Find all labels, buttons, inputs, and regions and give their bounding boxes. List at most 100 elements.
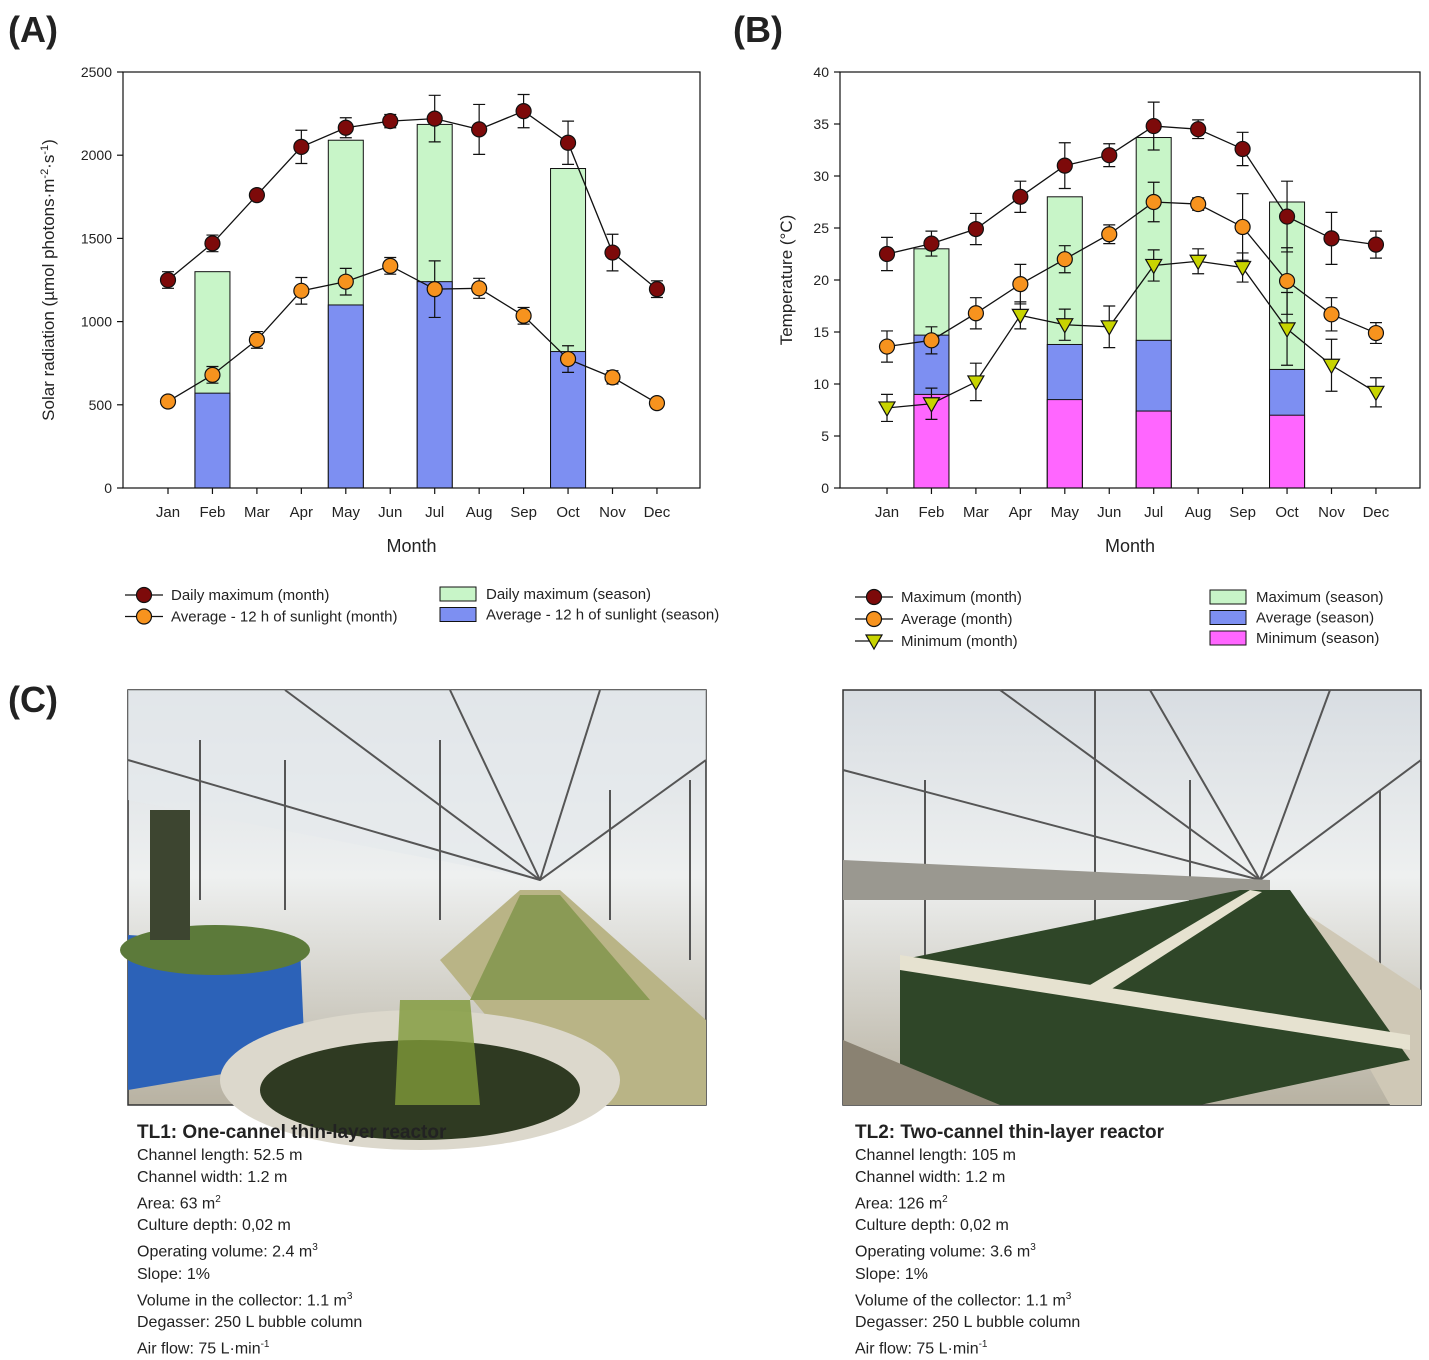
y-axis-title: Solar radiation (µmol photons·m-2·s-1) [39,139,58,421]
spec-superscript: 3 [312,1242,318,1253]
spec-superscript: 2 [215,1194,221,1205]
y-axis-title-part: Temperature (°C) [777,215,796,346]
x-tick-label: Jan [156,504,180,521]
marker [649,396,664,411]
y-tick-label: 30 [813,168,829,184]
x-axis-title: Month [1105,536,1155,556]
y-tick-label: 1500 [81,230,112,246]
marker [1280,274,1295,289]
spec-superscript: 3 [1066,1291,1072,1302]
marker [338,274,353,289]
marker [1235,219,1250,234]
marker [205,236,220,251]
reactor-spec: Operating volume: 3.6 m3 [855,1237,1164,1263]
legend-label: Average - 12 h of sunlight (month) [171,609,398,626]
x-tick-label: Jan [875,504,899,521]
marker [1013,189,1028,204]
x-tick-label: Mar [244,504,270,521]
legend-label: Daily maximum (month) [171,587,329,604]
spec-text: Area: 126 m [855,1195,942,1212]
legend-label: Daily maximum (season) [486,586,651,603]
marker [472,122,487,137]
photo-tl2 [843,690,1421,1105]
spec-text: Operating volume: 2.4 m [137,1244,312,1261]
y-tick-label: 0 [821,480,829,496]
x-tick-label: Jul [425,504,444,521]
marker [205,367,220,382]
reactor-spec: Culture depth: 0,02 m [855,1215,1164,1237]
legend-marker [867,612,882,627]
marker [1324,359,1340,373]
reactor-spec: Air flow: 75 L·min-1 [855,1334,1164,1360]
x-tick-label: May [1051,504,1080,521]
y-tick-label: 35 [813,116,829,132]
legend-marker [137,588,152,603]
reactor-spec: Operating volume: 2.4 m3 [137,1237,446,1263]
marker [1191,122,1206,137]
spec-superscript: 2 [942,1194,948,1205]
panel-label: (A) [8,9,58,50]
spec-text: Operating volume: 3.6 m [855,1244,1030,1261]
spec-superscript: 3 [1030,1242,1036,1253]
reactor-spec: Air flow: 75 L·min-1 [137,1334,446,1360]
legend-marker [867,590,882,605]
page: (A) (B) (C) 05001000150020002500JanFebMa… [0,0,1429,1344]
x-tick-label: Sep [1229,504,1256,521]
y-tick-label: 500 [89,397,113,413]
marker [968,306,983,321]
marker [924,333,939,348]
x-tick-label: Jun [378,504,402,521]
bar [1270,415,1305,488]
marker [472,281,487,296]
x-tick-label: Aug [1185,504,1212,521]
x-tick-label: Jun [1097,504,1121,521]
y-tick-label: 1000 [81,314,112,330]
marker [1280,209,1295,224]
x-tick-label: Mar [963,504,989,521]
marker [249,188,264,203]
bar [328,305,363,488]
y-tick-label: 25 [813,220,829,236]
marker [880,339,895,354]
legend-label: Minimum (month) [901,633,1018,650]
marker [249,332,264,347]
y-axis-title-part: -2 [39,169,51,179]
spec-superscript: 3 [347,1291,353,1302]
x-tick-label: Apr [290,504,313,521]
reactor-spec: Channel length: 105 m [855,1145,1164,1167]
marker [924,236,939,251]
marker [338,120,353,135]
legend-label: Maximum (season) [1256,589,1384,606]
marker [1368,326,1383,341]
y-tick-label: 20 [813,272,829,288]
x-tick-label: May [332,504,361,521]
y-tick-label: 0 [104,480,112,496]
legend-label: Maximum (month) [901,589,1022,606]
marker [294,283,309,298]
marker [1324,231,1339,246]
marker [1368,237,1383,252]
marker [516,104,531,119]
marker [1235,141,1250,156]
reactor-spec: Channel width: 1.2 m [855,1167,1164,1189]
panel-label: (B) [733,9,783,50]
reactor-spec: Channel width: 1.2 m [137,1167,446,1189]
reactor-spec: Area: 126 m2 [855,1189,1164,1215]
x-axis-title: Month [386,536,436,556]
x-tick-label: Oct [1275,504,1299,521]
y-axis-title-part: ) [39,139,58,145]
x-tick-label: Nov [599,504,626,521]
marker [1102,227,1117,242]
spec-text: Channel length: 105 m [855,1147,1016,1164]
x-tick-label: Aug [466,504,493,521]
legend-label: Average (season) [1256,610,1374,627]
marker [161,394,176,409]
marker [1235,262,1251,276]
x-tick-label: Dec [1363,504,1390,521]
bar [1047,400,1082,488]
spec-text: Volume in the collector: 1.1 m [137,1292,347,1309]
marker [294,139,309,154]
legend-swatch [1210,631,1246,645]
x-tick-label: Dec [644,504,671,521]
marker [516,308,531,323]
